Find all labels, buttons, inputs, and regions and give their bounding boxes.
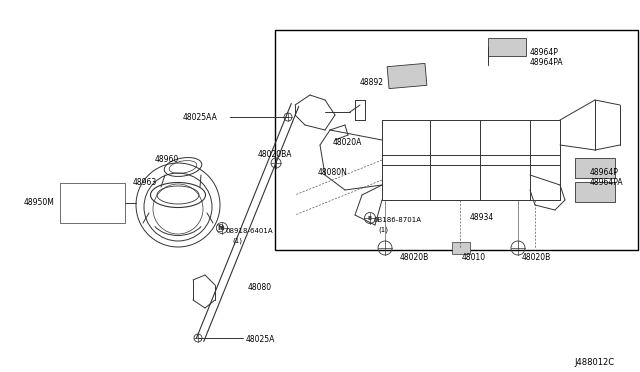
Text: N: N bbox=[220, 225, 224, 231]
Text: 48025A: 48025A bbox=[246, 335, 275, 344]
Text: 48950M: 48950M bbox=[24, 198, 55, 207]
Bar bbox=[575, 182, 615, 202]
Text: 0B186-8701A: 0B186-8701A bbox=[374, 217, 422, 223]
Text: 48960: 48960 bbox=[155, 155, 179, 164]
Text: 48964P: 48964P bbox=[530, 48, 559, 57]
Bar bbox=[387, 63, 427, 89]
Text: 48020B: 48020B bbox=[522, 253, 551, 262]
Text: N: N bbox=[217, 225, 223, 231]
Text: 48010: 48010 bbox=[462, 253, 486, 262]
Text: 48964PA: 48964PA bbox=[590, 178, 623, 187]
Bar bbox=[452, 242, 470, 254]
Text: J488012C: J488012C bbox=[574, 358, 614, 367]
Text: 48080: 48080 bbox=[248, 283, 272, 292]
Text: 48020B: 48020B bbox=[400, 253, 429, 262]
Text: 48964PA: 48964PA bbox=[530, 58, 564, 67]
Text: 48080N: 48080N bbox=[318, 168, 348, 177]
Bar bbox=[488, 38, 526, 56]
Text: 48963: 48963 bbox=[133, 178, 157, 187]
Text: 48964P: 48964P bbox=[590, 168, 619, 177]
Text: 08918-6401A: 08918-6401A bbox=[225, 228, 273, 234]
Text: (1): (1) bbox=[232, 237, 242, 244]
Text: (1): (1) bbox=[378, 226, 388, 232]
Text: B: B bbox=[368, 215, 372, 221]
Text: 48020BA: 48020BA bbox=[258, 150, 292, 159]
Text: 48934: 48934 bbox=[470, 213, 494, 222]
Bar bbox=[60, 183, 125, 223]
Bar bbox=[275, 30, 638, 250]
Bar bbox=[575, 158, 615, 178]
Text: 48025AA: 48025AA bbox=[183, 113, 218, 122]
Text: 48020A: 48020A bbox=[333, 138, 362, 147]
Text: 48892: 48892 bbox=[360, 78, 384, 87]
